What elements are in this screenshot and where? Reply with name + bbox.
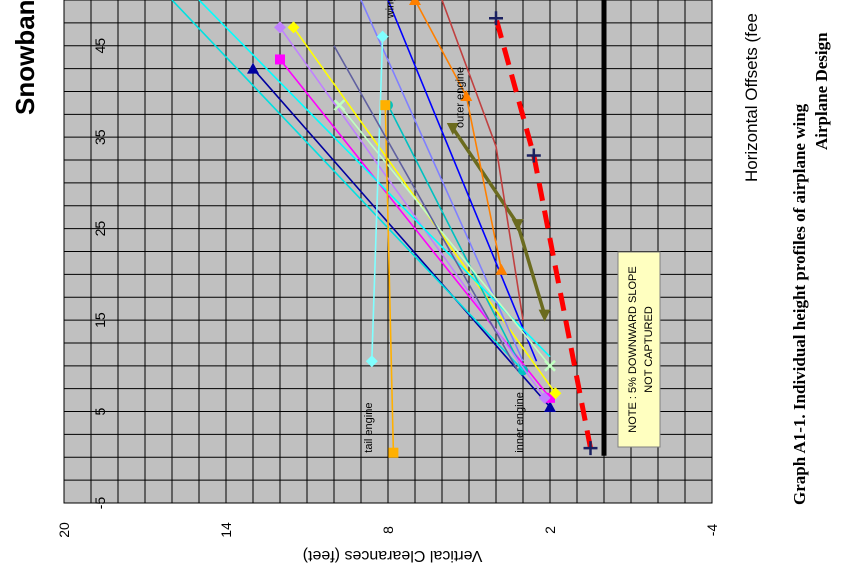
series-line [493, 17, 593, 449]
series-7 [171, 0, 524, 371]
series-square-marker [380, 100, 391, 111]
note-background [617, 251, 661, 448]
annotation-label: inner engine [514, 392, 526, 453]
series-0 [489, 11, 598, 456]
series-square-marker [275, 54, 285, 65]
series-line [338, 104, 551, 367]
series-line [198, 0, 551, 358]
series-triangle-marker [247, 62, 259, 74]
y-axis-title: Vertical Clearances (feet) [302, 547, 483, 564]
y-tick-label: 14 [218, 522, 234, 538]
y-tick-label: 2 [542, 526, 558, 534]
series-line [279, 26, 546, 399]
series-2 [247, 62, 556, 412]
series-arrow-marker [446, 123, 459, 136]
series-x-marker [333, 99, 346, 112]
series-diamond-marker [376, 30, 389, 43]
series-arrow-marker [511, 219, 524, 232]
series-arrow-marker [538, 309, 551, 322]
series-12 [365, 30, 389, 368]
y-tick-label: 20 [56, 522, 72, 538]
series-line [387, 0, 538, 362]
x-tick-label: 5 [92, 407, 108, 415]
series-line [360, 0, 524, 362]
series-triangle-marker [495, 263, 508, 275]
page-title-fragment: Snowban [10, 0, 40, 115]
x-tick-label: 35 [92, 129, 108, 145]
series-10 [360, 0, 524, 362]
series-6 [274, 21, 551, 404]
series-layer [171, 0, 598, 458]
annotation-label: wing [384, 0, 396, 19]
series-diamond-marker [287, 21, 300, 34]
figure-caption-line-1: Graph A1-1. Individual height profiles o… [790, 103, 809, 505]
x-tick-labels: -5 5 15 25 35 45 [92, 38, 108, 509]
series-line [441, 0, 524, 321]
series-line [371, 36, 384, 362]
series-13 [380, 100, 399, 458]
annotation-label: outer engine [455, 67, 467, 128]
series-11 [333, 99, 556, 372]
series-1 [446, 123, 551, 322]
y-tick-labels: 20 14 8 2 -4 [56, 522, 720, 538]
series-diamond-marker [538, 391, 551, 404]
y-tick-label: -4 [704, 524, 720, 537]
series-diamond-marker [274, 21, 286, 34]
series-line [333, 45, 519, 371]
series-8 [387, 0, 538, 362]
series-diamond-marker [549, 387, 562, 400]
series-square-marker [388, 447, 399, 458]
x-tick-label: 45 [92, 38, 108, 54]
series-9 [198, 0, 551, 358]
note-line-1: NOTE : 5% DOWNWARD SLOPE [627, 266, 639, 432]
series-triangle-marker [544, 400, 556, 412]
note-box: NOTE : 5% DOWNWARD SLOPE NOT CAPTURED [617, 251, 661, 448]
series-triangle-marker [460, 90, 473, 102]
series-line [171, 0, 524, 371]
series-diamond-marker [365, 355, 378, 368]
y-tick-label: 8 [380, 526, 396, 534]
annotation-label: tail engine [363, 403, 375, 453]
series-x-marker [544, 359, 556, 372]
annotation-layer: tail engine inner engine outer engine wing [363, 0, 526, 453]
x-tick-label: 15 [92, 312, 108, 328]
series-14 [409, 0, 508, 275]
note-line-2: NOT CAPTURED [643, 306, 655, 393]
figure-caption-line-2: Airplane Design [812, 32, 831, 150]
series-line [384, 105, 395, 453]
series-plus-marker [526, 148, 541, 163]
x-tick-label: 25 [92, 221, 108, 237]
series-plus-marker [489, 11, 503, 26]
series-15 [441, 0, 524, 321]
series-triangle-marker [409, 0, 421, 5]
series-line [387, 104, 524, 371]
x-tick-label: -5 [92, 497, 108, 510]
series-16 [333, 45, 519, 371]
x-axis-title: Horizontal Offsets (fee [742, 13, 761, 182]
series-plus-marker [583, 441, 598, 456]
series-line [252, 68, 551, 408]
